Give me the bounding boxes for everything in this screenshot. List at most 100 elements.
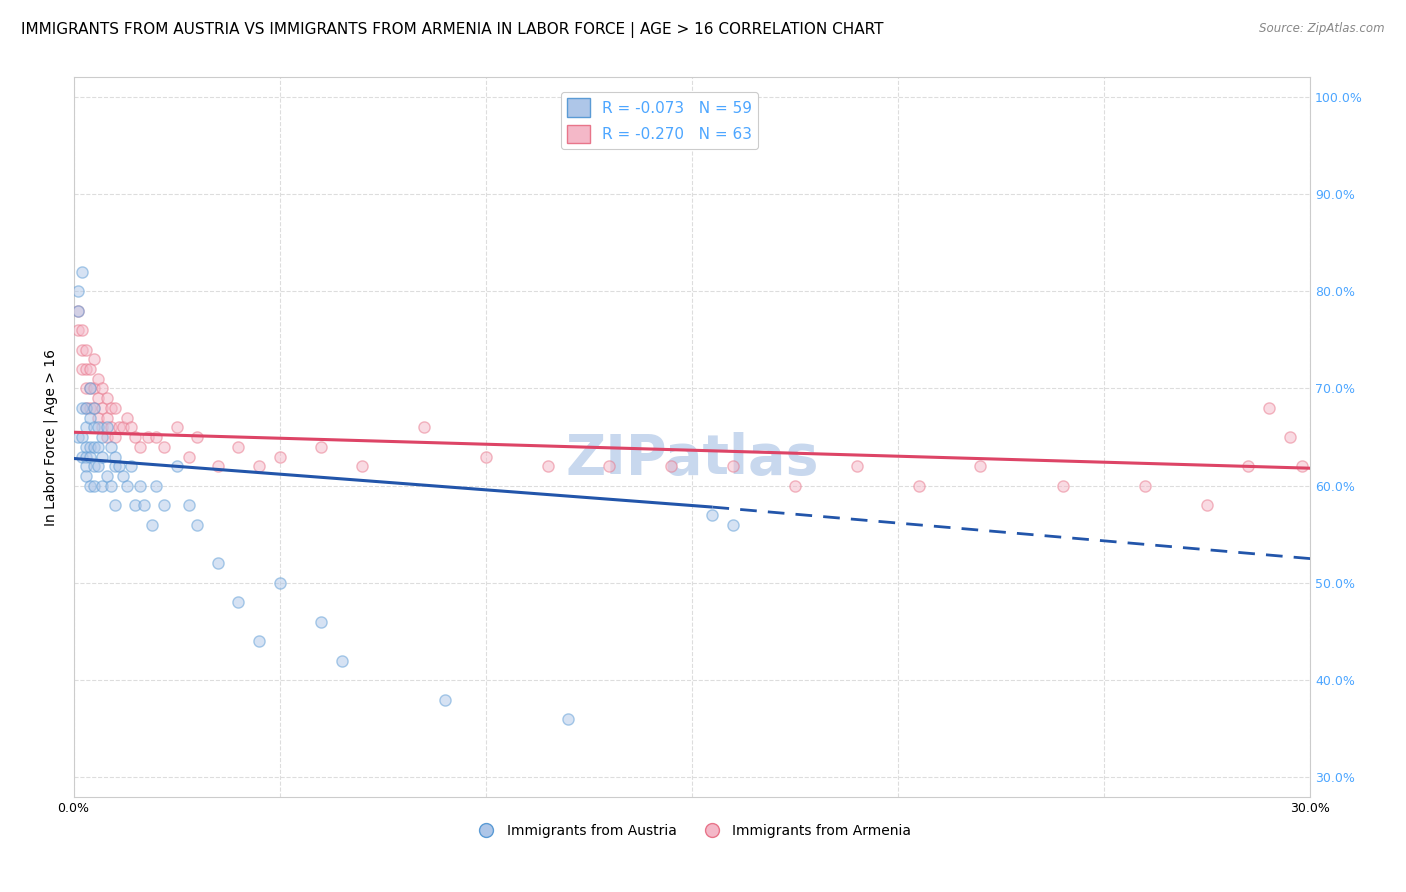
Point	[330, 654, 353, 668]
Point	[75, 362, 97, 376]
Point	[104, 450, 127, 464]
Point	[247, 634, 270, 648]
Point	[907, 479, 929, 493]
Point	[228, 440, 250, 454]
Point	[120, 420, 142, 434]
Point	[145, 430, 167, 444]
Point	[247, 459, 270, 474]
Text: Source: ZipAtlas.com: Source: ZipAtlas.com	[1260, 22, 1385, 36]
Point	[83, 401, 105, 415]
Y-axis label: In Labor Force | Age > 16: In Labor Force | Age > 16	[44, 349, 58, 525]
Point	[153, 498, 176, 512]
Point	[536, 459, 558, 474]
Point	[1197, 498, 1219, 512]
Point	[91, 382, 114, 396]
Point	[79, 382, 101, 396]
Point	[70, 430, 93, 444]
Point	[79, 479, 101, 493]
Point	[721, 517, 744, 532]
Point	[166, 420, 188, 434]
Point	[75, 450, 97, 464]
Point	[153, 440, 176, 454]
Point	[66, 303, 89, 318]
Point	[659, 459, 682, 474]
Point	[96, 391, 118, 405]
Point	[269, 450, 291, 464]
Legend: Immigrants from Austria, Immigrants from Armenia: Immigrants from Austria, Immigrants from…	[467, 819, 917, 844]
Point	[309, 615, 332, 629]
Point	[269, 575, 291, 590]
Point	[66, 430, 89, 444]
Point	[87, 459, 110, 474]
Point	[79, 440, 101, 454]
Point	[1237, 459, 1260, 474]
Point	[1278, 430, 1301, 444]
Point	[70, 343, 93, 357]
Point	[141, 517, 163, 532]
Point	[124, 430, 146, 444]
Point	[87, 372, 110, 386]
Point	[79, 362, 101, 376]
Point	[100, 401, 122, 415]
Text: ZIPatlas: ZIPatlas	[565, 432, 818, 485]
Point	[120, 459, 142, 474]
Point	[1258, 401, 1281, 415]
Point	[1052, 479, 1074, 493]
Point	[115, 479, 138, 493]
Point	[70, 323, 93, 337]
Point	[108, 459, 131, 474]
Point	[83, 420, 105, 434]
Point	[228, 595, 250, 609]
Point	[112, 420, 135, 434]
Point	[87, 391, 110, 405]
Point	[702, 508, 724, 522]
Point	[87, 410, 110, 425]
Point	[83, 479, 105, 493]
Point	[145, 479, 167, 493]
Point	[186, 517, 208, 532]
Point	[66, 323, 89, 337]
Point	[186, 430, 208, 444]
Point	[83, 459, 105, 474]
Point	[1291, 459, 1313, 474]
Point	[969, 459, 991, 474]
Point	[75, 459, 97, 474]
Point	[87, 420, 110, 434]
Point	[166, 459, 188, 474]
Point	[79, 382, 101, 396]
Point	[96, 469, 118, 483]
Point	[79, 450, 101, 464]
Point	[352, 459, 374, 474]
Point	[70, 362, 93, 376]
Point	[75, 469, 97, 483]
Point	[177, 450, 200, 464]
Point	[124, 498, 146, 512]
Point	[309, 440, 332, 454]
Point	[91, 420, 114, 434]
Point	[96, 420, 118, 434]
Point	[128, 479, 150, 493]
Text: IMMIGRANTS FROM AUSTRIA VS IMMIGRANTS FROM ARMENIA IN LABOR FORCE | AGE > 16 COR: IMMIGRANTS FROM AUSTRIA VS IMMIGRANTS FR…	[21, 22, 883, 38]
Point	[70, 265, 93, 279]
Point	[100, 479, 122, 493]
Point	[112, 469, 135, 483]
Point	[413, 420, 436, 434]
Point	[79, 401, 101, 415]
Point	[83, 382, 105, 396]
Point	[75, 440, 97, 454]
Point	[128, 440, 150, 454]
Point	[721, 459, 744, 474]
Point	[75, 401, 97, 415]
Point	[87, 440, 110, 454]
Point	[177, 498, 200, 512]
Point	[104, 401, 127, 415]
Point	[91, 401, 114, 415]
Point	[783, 479, 806, 493]
Point	[66, 303, 89, 318]
Point	[66, 285, 89, 299]
Point	[75, 382, 97, 396]
Point	[104, 459, 127, 474]
Point	[96, 430, 118, 444]
Point	[83, 352, 105, 367]
Point	[70, 450, 93, 464]
